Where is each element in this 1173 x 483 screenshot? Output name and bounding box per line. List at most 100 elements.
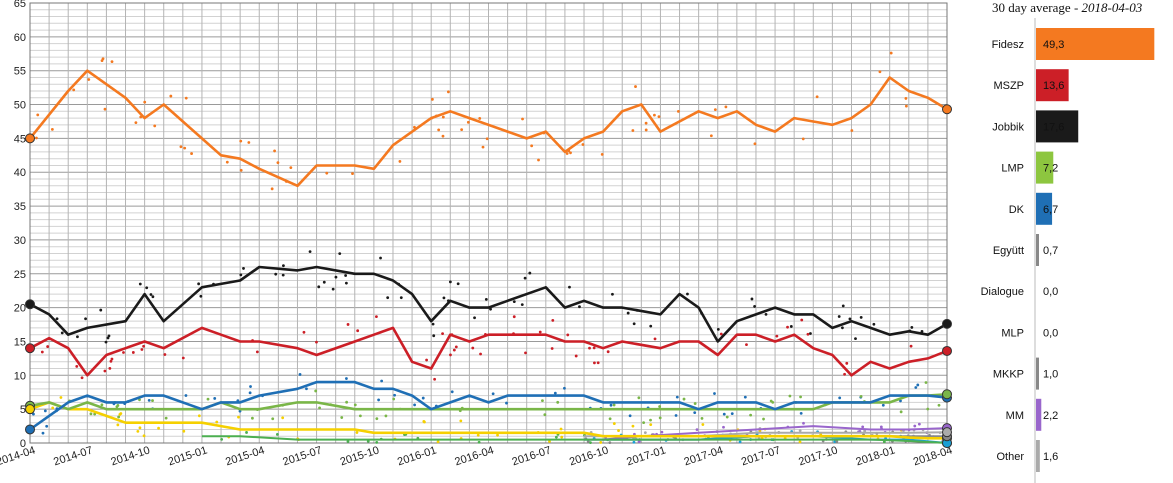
series-line [29,393,948,411]
series-line [201,435,948,444]
poll-dot [631,424,635,428]
poll-dot [586,439,590,443]
poll-dot [788,394,792,398]
poll-dot [431,97,434,101]
poll-dot [101,57,105,61]
poll-dot [46,345,50,348]
poll-dot [110,60,114,64]
poll-dot [496,433,499,437]
poll-dot [700,416,704,420]
poll-dot [249,385,252,388]
poll-dot [916,383,920,387]
poll-dot [433,377,437,381]
poll-dot [524,351,527,355]
poll-dot [181,356,185,360]
poll-dot [861,425,865,429]
poll-dot [693,402,697,405]
x-tick-label: 2014-04 [0,444,37,468]
poll-dot [75,364,79,368]
poll-dot [239,273,243,277]
poll-dot [355,431,359,434]
poll-dot [281,273,285,277]
poll-dot [103,369,107,373]
x-tick-label: 2017-10 [797,444,839,468]
poll-dot [924,381,928,384]
bar [1036,440,1040,472]
poll-dot [149,293,153,296]
poll-dot [84,317,87,321]
bar-category-label: LMP [1001,163,1024,175]
poll-dot [660,430,664,434]
poll-dot [460,128,464,132]
y-tick-label: 0 [20,438,26,450]
poll-dot [653,113,656,117]
poll-dot [116,423,120,427]
poll-dot [134,121,138,125]
bar-category-label: MM [1006,410,1024,422]
poll-dots [28,51,946,445]
poll-dot [556,400,560,404]
poll-dot [730,412,734,416]
poll-dot [606,350,610,354]
series-start-point [25,404,35,415]
poll-dot [628,414,632,418]
poll-dot [753,142,757,146]
grid-lines [29,2,948,444]
poll-dot [899,399,902,403]
poll-dot [151,295,155,299]
poll-dot [76,335,79,339]
poll-dot [713,392,716,395]
poll-dot [743,395,747,399]
poll-dot [375,315,378,319]
bar-value-label: 13,6 [1043,80,1064,92]
poll-dot [848,317,852,321]
poll-dot [436,440,440,444]
poll-dot [686,292,689,296]
poll-dot [215,420,219,424]
poll-dot [255,350,259,354]
poll-dot [143,100,147,104]
poll-dot [523,276,527,280]
bar [1036,151,1054,184]
poll-dot [693,411,697,415]
series-endpoints [25,104,952,448]
poll-dot [117,415,121,419]
poll-dot [786,325,789,329]
series-end-point [942,318,952,329]
poll-dot [375,440,379,444]
poll-dot [920,330,924,333]
poll-dot [138,282,142,286]
bar [1036,110,1079,143]
poll-dot [838,396,842,400]
poll-dot [554,435,558,439]
poll-dot [612,403,616,407]
poll-dot [452,348,456,352]
poll-dot [859,395,863,398]
poll-dot [344,274,348,277]
poll-dot [318,406,321,410]
poll-dot [145,286,149,290]
y-tick-label: 50 [14,100,26,112]
x-tick-label: 2016-01 [396,444,438,468]
poll-dot [442,296,446,300]
bar-category-label: Dialogue [981,286,1024,298]
poll-dot [346,323,350,326]
poll-dot [338,252,342,256]
poll-dot [657,115,661,119]
poll-dot [441,332,444,335]
poll-dot [104,340,108,344]
poll-dot [239,168,243,172]
poll-dot [55,317,59,321]
poll-dot [682,397,686,401]
bar-value-label: 49,3 [1043,39,1064,51]
poll-dot [413,403,417,407]
x-tick-label: 2017-01 [625,444,667,468]
poll-dot [899,410,903,414]
poll-dot [138,398,141,402]
poll-dot [904,97,908,100]
poll-dot [762,417,765,421]
poll-dot [358,414,362,418]
bar-category-label: Fidesz [992,39,1024,51]
poll-dot [775,334,779,338]
poll-dot [89,412,93,416]
